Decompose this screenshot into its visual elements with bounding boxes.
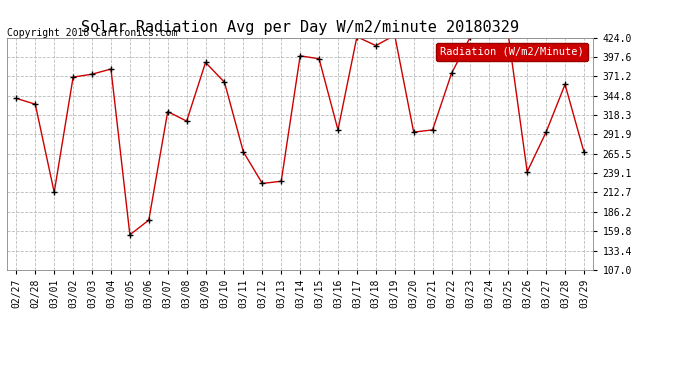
Title: Solar Radiation Avg per Day W/m2/minute 20180329: Solar Radiation Avg per Day W/m2/minute … [81, 20, 519, 35]
Text: Copyright 2018 Cartronics.com: Copyright 2018 Cartronics.com [7, 27, 177, 38]
Legend: Radiation (W/m2/Minute): Radiation (W/m2/Minute) [436, 43, 588, 61]
